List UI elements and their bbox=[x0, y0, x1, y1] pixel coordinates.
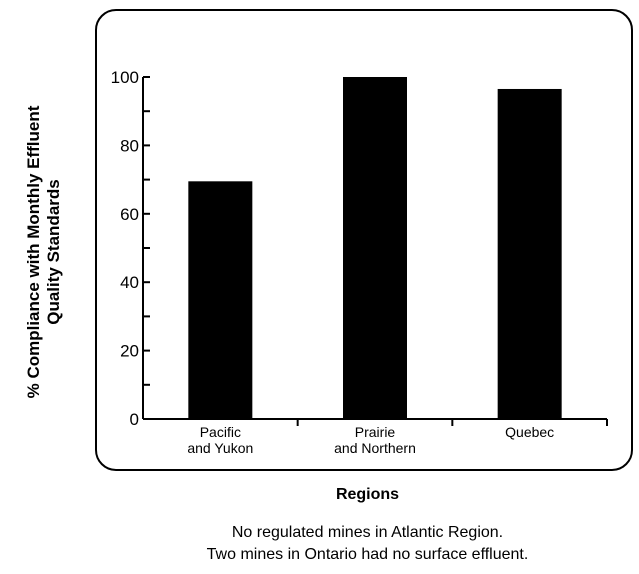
x-tick-label-line: Prairie bbox=[355, 424, 396, 440]
y-tick-label-0: 0 bbox=[130, 410, 139, 429]
bar-2 bbox=[497, 88, 562, 419]
x-tick-label-line: Pacific bbox=[200, 424, 241, 440]
y-axis-title-line-2: Quality Standards bbox=[44, 179, 63, 325]
x-tick-label-line: Quebec bbox=[505, 424, 554, 440]
y-tick-label-20: 20 bbox=[120, 342, 139, 361]
x-tick-label-line: and Northern bbox=[334, 440, 416, 456]
bar-1 bbox=[343, 77, 407, 419]
y-tick-label-40: 40 bbox=[120, 273, 139, 292]
y-axis-title: % Compliance with Monthly Effluent Quali… bbox=[24, 106, 64, 399]
y-axis-title-wrap: % Compliance with Monthly Effluent Quali… bbox=[0, 0, 80, 470]
x-tick-label-2: Quebec bbox=[505, 424, 554, 440]
x-tick-label-1: Prairie and Northern bbox=[334, 424, 416, 456]
y-axis-title-line-1: % Compliance with Monthly Effluent bbox=[24, 105, 43, 399]
chart-frame bbox=[95, 9, 633, 471]
x-axis-title: Regions bbox=[335, 486, 400, 503]
axes-layer: 0 20 40 60 80 100 Pacific and Yukon Prairie and N… bbox=[111, 68, 608, 456]
bar-0 bbox=[188, 181, 253, 419]
x-tick-label-0: Pacific and Yukon bbox=[187, 424, 253, 456]
bars-layer bbox=[188, 77, 562, 419]
y-tick-label-80: 80 bbox=[120, 136, 139, 155]
footnote-ontario: Two mines in Ontario had no surface effl… bbox=[206, 546, 529, 563]
x-tick-label-line: and Yukon bbox=[187, 440, 253, 456]
footnote-atlantic: No regulated mines in Atlantic Region. bbox=[231, 524, 504, 541]
y-tick-label-60: 60 bbox=[120, 205, 139, 224]
y-tick-label-100: 100 bbox=[111, 68, 139, 87]
